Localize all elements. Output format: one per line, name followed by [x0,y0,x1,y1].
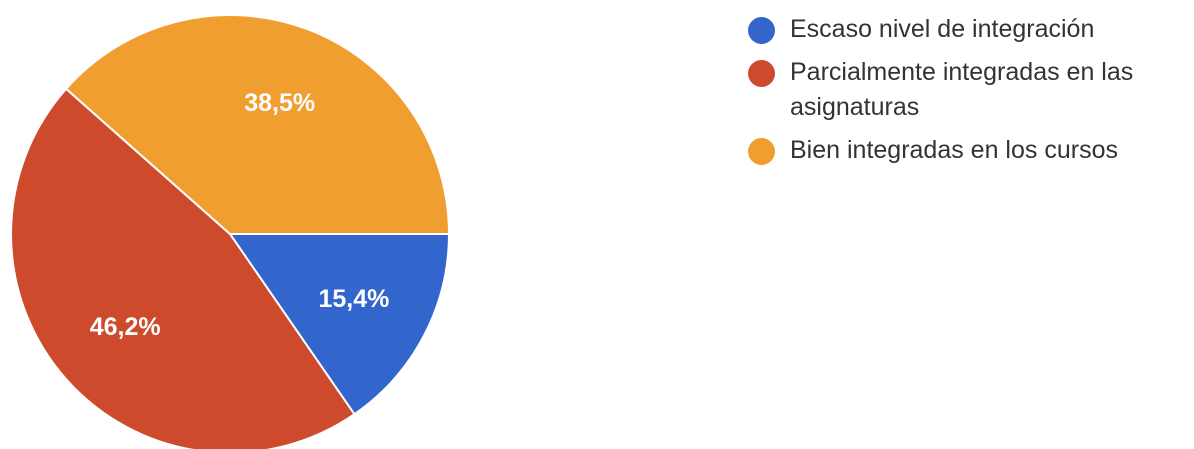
slice-label-bien: 38,5% [244,89,315,117]
legend-swatch-parcialmente [748,60,775,87]
slice-label-parcialmente: 46,2% [90,313,161,341]
pie-slice-escaso [228,233,451,416]
slice-label-escaso: 15,4% [319,285,390,313]
legend-item-parcialmente: Parcialmente integradas en las asignatur… [748,55,1188,125]
pie-chart-svg: 15,4% 46,2% 38,5% [10,14,451,449]
legend-label-parcialmente: Parcialmente integradas en las asignatur… [790,58,1134,121]
legend-swatch-bien [748,138,775,165]
legend-label-bien: Bien integradas en los cursos [790,136,1118,164]
legend-swatch-escaso [748,17,775,44]
pie-slice-bien [64,14,451,235]
legend-item-escaso: Escaso nivel de integración [748,12,1188,47]
legend-label-escaso: Escaso nivel de integración [790,15,1095,43]
chart-legend: Escaso nivel de integración Parcialmente… [748,12,1188,176]
legend-item-bien: Bien integradas en los cursos [748,133,1188,168]
